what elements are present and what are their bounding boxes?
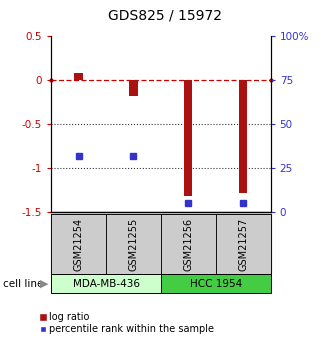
Text: HCC 1954: HCC 1954 [190, 279, 242, 289]
Text: ▶: ▶ [40, 279, 49, 289]
Text: MDA-MB-436: MDA-MB-436 [73, 279, 140, 289]
Legend: log ratio, percentile rank within the sample: log ratio, percentile rank within the sa… [40, 312, 214, 334]
Bar [161, 214, 216, 274]
Bar [106, 214, 161, 274]
Bar [239, 80, 247, 193]
Text: cell line: cell line [3, 279, 44, 289]
Bar [75, 73, 83, 80]
Text: GSM21254: GSM21254 [74, 218, 83, 270]
Bar [184, 80, 192, 196]
Bar [161, 274, 271, 293]
Bar [51, 214, 106, 274]
Text: GSM21256: GSM21256 [183, 218, 193, 270]
Bar [129, 80, 138, 96]
Bar [51, 274, 161, 293]
Text: GSM21257: GSM21257 [238, 217, 248, 271]
Text: GDS825 / 15972: GDS825 / 15972 [108, 8, 222, 22]
Bar [216, 214, 271, 274]
Text: GSM21255: GSM21255 [128, 217, 139, 271]
